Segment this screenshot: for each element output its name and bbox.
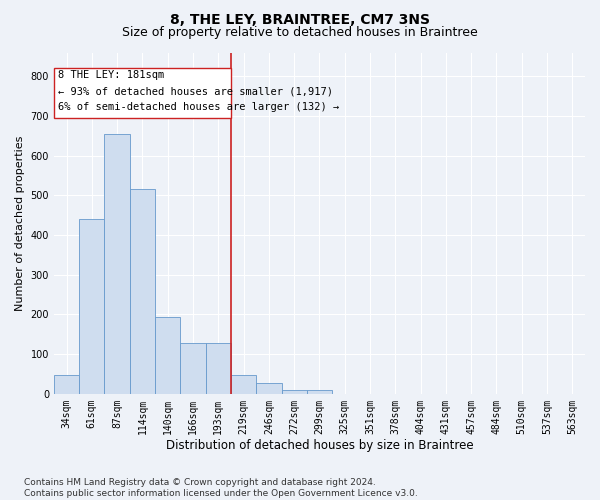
Bar [104,134,130,394]
Bar [307,390,332,394]
Bar [130,190,155,394]
X-axis label: Distribution of detached houses by size in Braintree: Distribution of detached houses by size … [166,440,473,452]
Bar [155,317,181,394]
Bar [79,219,104,394]
Text: ← 93% of detached houses are smaller (1,917): ← 93% of detached houses are smaller (1,… [58,86,333,96]
Bar [256,383,281,394]
Bar [206,344,231,394]
Text: Contains HM Land Registry data © Crown copyright and database right 2024.
Contai: Contains HM Land Registry data © Crown c… [24,478,418,498]
Text: 8, THE LEY, BRAINTREE, CM7 3NS: 8, THE LEY, BRAINTREE, CM7 3NS [170,12,430,26]
Text: 8 THE LEY: 181sqm: 8 THE LEY: 181sqm [58,70,164,81]
FancyBboxPatch shape [54,68,231,118]
Text: Size of property relative to detached houses in Braintree: Size of property relative to detached ho… [122,26,478,39]
Bar [231,375,256,394]
Y-axis label: Number of detached properties: Number of detached properties [15,136,25,311]
Text: 6% of semi-detached houses are larger (132) →: 6% of semi-detached houses are larger (1… [58,102,339,112]
Bar [181,344,206,394]
Bar [281,390,307,394]
Bar [54,375,79,394]
